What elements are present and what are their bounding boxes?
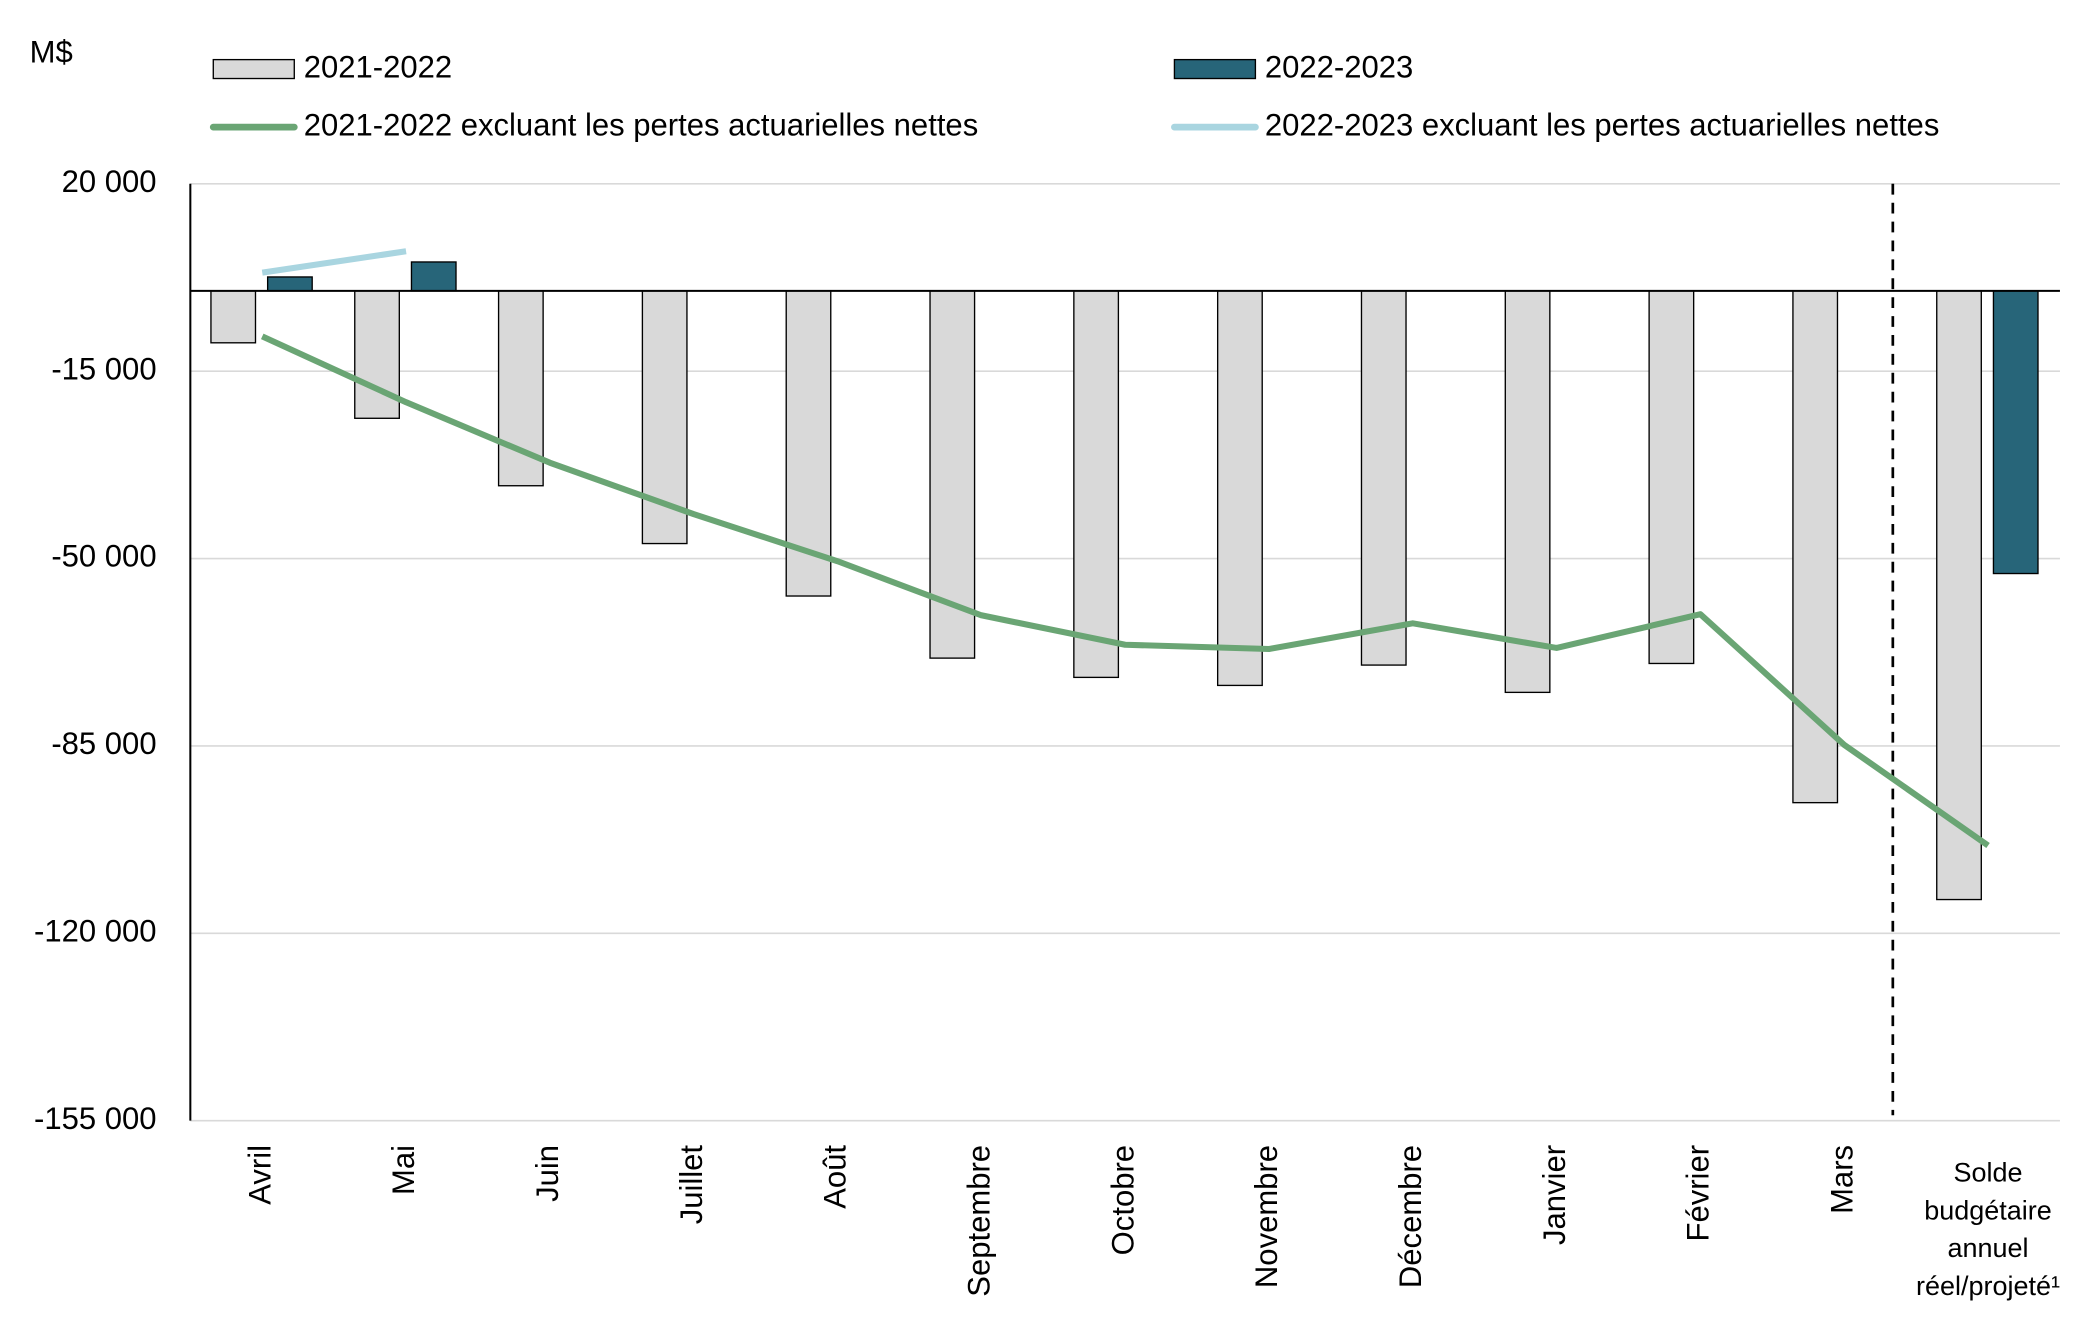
x-tick-label: Septembre: [962, 1145, 997, 1297]
x-tick-label: Avril: [242, 1145, 277, 1205]
legend-swatch: [1173, 58, 1257, 80]
bar: [1648, 290, 1695, 665]
legend-label: 2021-2022 excluant les pertes actuariell…: [304, 107, 979, 142]
x-tick-label: Octobre: [1105, 1145, 1140, 1255]
bar: [1992, 290, 2039, 575]
line-series: [261, 248, 407, 276]
bar: [1073, 290, 1120, 679]
y-tick-label: 20 000: [62, 164, 157, 199]
legend-label: 2022-2023: [1265, 49, 1413, 84]
x-tick-label: Janvier: [1537, 1145, 1572, 1245]
y-tick-label: -50 000: [51, 539, 156, 574]
bar: [210, 290, 257, 344]
x-tick-label: Mai: [386, 1145, 421, 1195]
bar: [1504, 290, 1551, 694]
y-tick-label: -120 000: [34, 913, 157, 948]
bar: [1360, 290, 1407, 666]
x-tick-label: Décembre: [1393, 1145, 1428, 1288]
y-tick-label: -155 000: [34, 1101, 157, 1136]
x-tick-label: Novembre: [1249, 1145, 1284, 1288]
bar: [1792, 290, 1839, 804]
y-tick-label: -15 000: [51, 351, 156, 386]
line-series: [260, 333, 1990, 848]
bar: [266, 276, 313, 292]
legend-label: 2021-2022: [304, 49, 452, 84]
y-tick-label: -85 000: [51, 726, 156, 761]
bar: [410, 261, 457, 292]
legend-label: 2022-2023 excluant les pertes actuariell…: [1265, 107, 1940, 142]
x-tick-label: Février: [1681, 1145, 1716, 1242]
y-unit: M$: [30, 34, 73, 69]
x-tick-label: Juillet: [674, 1145, 709, 1225]
x-tick-label: Solde budgétaire annuel réel/projeté¹: [1916, 1158, 2060, 1301]
legend-swatch: [212, 58, 295, 80]
x-tick-label: Août: [818, 1145, 853, 1209]
x-tick-label: Mars: [1824, 1145, 1859, 1214]
bar: [1936, 290, 1982, 901]
bar: [1216, 290, 1263, 687]
x-tick-label: Juin: [530, 1145, 565, 1202]
